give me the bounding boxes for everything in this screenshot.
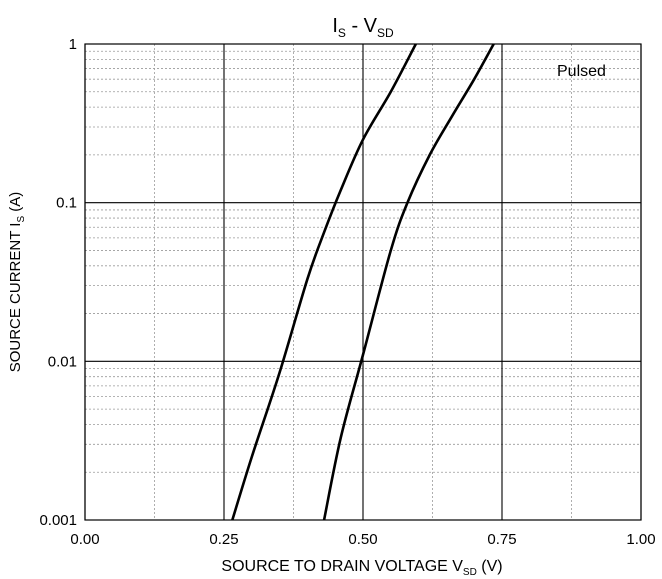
- y-tick-label: 1: [69, 36, 77, 53]
- y-axis-title-subscript: S: [16, 216, 27, 223]
- y-tick-label: 0.1: [56, 195, 77, 212]
- title-tail-subscript: SD: [377, 26, 394, 40]
- series-curve-2: [322, 43, 495, 521]
- series-curve-1: [231, 43, 417, 521]
- chart-title: IS - VSD: [332, 15, 394, 40]
- data-series: [231, 43, 495, 521]
- x-tick-label: 1.00: [626, 531, 655, 548]
- y-tick-label: 0.01: [48, 353, 77, 370]
- y-axis-title-unit: (A): [7, 192, 24, 216]
- x-axis-title-main: SOURCE TO DRAIN VOLTAGE V: [221, 558, 463, 575]
- x-tick-label: 0.25: [209, 531, 238, 548]
- title-separator: -: [346, 15, 364, 37]
- x-tick-labels: 0.00 0.25 0.50 0.75 1.00: [70, 531, 655, 548]
- major-gridlines: [84, 43, 642, 521]
- y-axis-title: SOURCE CURRENT IS (A): [7, 192, 27, 373]
- title-main: I: [332, 15, 338, 37]
- title-tail: V: [364, 15, 378, 37]
- x-tick-label: 0.00: [70, 531, 99, 548]
- plot-area-frame: [84, 43, 642, 521]
- x-axis-title: SOURCE TO DRAIN VOLTAGE VSD (V): [221, 558, 502, 578]
- title-main-subscript: S: [338, 26, 346, 40]
- x-tick-label: 0.50: [348, 531, 377, 548]
- y-axis-title-main: SOURCE CURRENT I: [7, 223, 24, 373]
- x-axis-title-subscript: SD: [463, 567, 477, 578]
- x-tick-label: 0.75: [487, 531, 516, 548]
- y-tick-label: 0.001: [39, 512, 77, 529]
- x-axis-title-unit: (V): [477, 558, 503, 575]
- y-tick-labels: 0.001 0.01 0.1 1: [39, 36, 77, 529]
- pulsed-annotation: Pulsed: [557, 63, 606, 80]
